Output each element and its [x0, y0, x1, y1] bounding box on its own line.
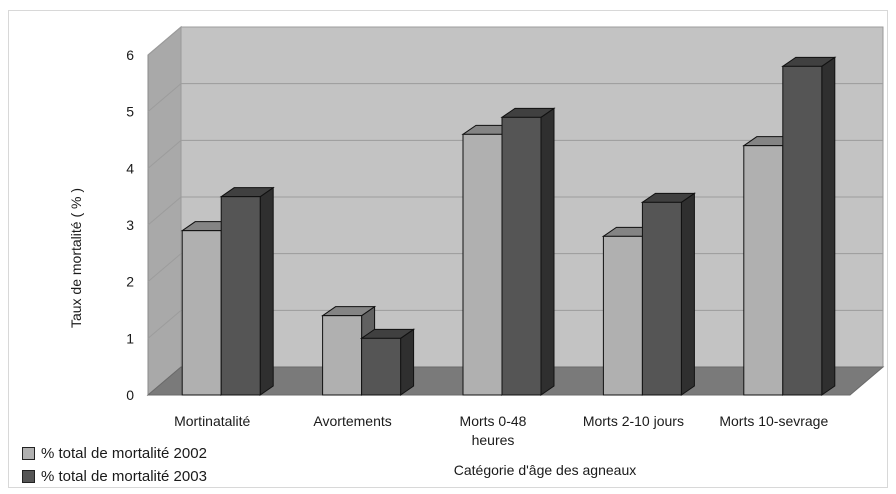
- bar-2003-2: [500, 107, 556, 396]
- bar-2003-4: [781, 56, 837, 396]
- legend-swatch-2002: [22, 447, 35, 460]
- y-tick-label: 0: [126, 387, 134, 403]
- bar-2003-0: [219, 186, 275, 396]
- x-tick-label: Avortements: [313, 413, 391, 429]
- y-tick-label: 4: [126, 160, 134, 176]
- gridline: [147, 83, 883, 113]
- x-tick-label: Morts 10-sevrage: [719, 413, 828, 429]
- legend-swatch-2003: [22, 470, 35, 483]
- legend-label-2002: % total de mortalité 2002: [41, 445, 207, 462]
- x-axis-title: Catégorie d'âge des agneaux: [454, 462, 636, 478]
- y-tick-label: 1: [126, 330, 134, 346]
- legend: % total de mortalité 2002 % total de mor…: [22, 442, 207, 488]
- x-tick-label: Mortinatalité: [174, 413, 250, 429]
- x-tick-label: Morts 0-48 heures: [460, 413, 527, 448]
- bar-2003-1: [359, 328, 416, 396]
- bar-2003-3: [640, 192, 697, 396]
- x-axis-ticks: Mortinatalité Avortements Morts 0-48 heures…: [174, 413, 828, 448]
- y-tick-label: 3: [126, 217, 134, 233]
- legend-item-2002: % total de mortalité 2002: [22, 442, 207, 465]
- y-tick-label: 2: [126, 274, 134, 290]
- gridline: [147, 26, 883, 56]
- x-tick-label: Morts 2-10 jours: [583, 413, 684, 429]
- gridline: [147, 139, 883, 169]
- y-tick-label: 6: [126, 47, 134, 63]
- legend-label-2003: % total de mortalité 2003: [41, 468, 207, 485]
- bars: [180, 56, 837, 396]
- y-tick-label: 5: [126, 104, 134, 120]
- gridline: [147, 196, 883, 226]
- y-axis-ticks: 0 1 2 3 4 5 6: [126, 47, 134, 403]
- y-axis-title: Taux de mortalité ( % ): [68, 188, 84, 328]
- legend-item-2003: % total de mortalité 2003: [22, 465, 207, 488]
